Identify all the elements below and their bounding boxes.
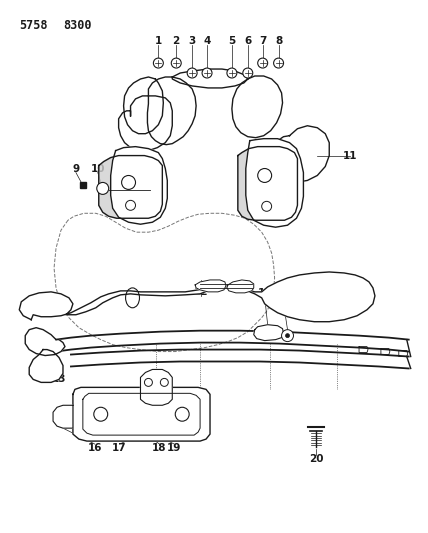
- Circle shape: [202, 68, 212, 78]
- Circle shape: [285, 334, 289, 337]
- Text: 5: 5: [228, 36, 235, 46]
- Circle shape: [187, 68, 197, 78]
- Circle shape: [258, 58, 268, 68]
- Circle shape: [227, 68, 237, 78]
- Polygon shape: [140, 369, 172, 405]
- Polygon shape: [246, 139, 303, 227]
- Text: 15: 15: [275, 288, 290, 298]
- Polygon shape: [53, 405, 73, 428]
- Text: 13: 13: [52, 374, 66, 384]
- Text: 10: 10: [90, 164, 105, 174]
- Polygon shape: [254, 325, 283, 341]
- Text: 20: 20: [309, 454, 324, 464]
- Polygon shape: [19, 272, 375, 322]
- Polygon shape: [227, 280, 254, 293]
- Text: 4: 4: [203, 36, 211, 46]
- Polygon shape: [111, 147, 167, 224]
- Polygon shape: [73, 387, 210, 441]
- Polygon shape: [195, 280, 226, 292]
- Polygon shape: [232, 76, 282, 138]
- Text: 12: 12: [194, 287, 208, 297]
- Text: 14: 14: [257, 288, 272, 298]
- Text: 6: 6: [244, 36, 251, 46]
- Text: 9: 9: [72, 164, 80, 174]
- Text: 5758: 5758: [19, 19, 48, 33]
- Polygon shape: [172, 69, 248, 88]
- Text: 18: 18: [152, 443, 166, 453]
- Text: 2: 2: [172, 36, 180, 46]
- Text: 3: 3: [188, 36, 196, 46]
- Polygon shape: [119, 96, 172, 151]
- Text: 7: 7: [259, 36, 266, 46]
- Polygon shape: [273, 126, 329, 182]
- Polygon shape: [238, 147, 297, 220]
- Text: 16: 16: [88, 443, 102, 453]
- Circle shape: [171, 58, 181, 68]
- Text: 8300: 8300: [63, 19, 92, 33]
- Polygon shape: [25, 328, 65, 356]
- Polygon shape: [29, 350, 63, 382]
- Polygon shape: [124, 77, 163, 134]
- Polygon shape: [99, 156, 162, 218]
- Circle shape: [273, 58, 283, 68]
- Circle shape: [97, 182, 109, 195]
- Text: 19: 19: [167, 443, 181, 453]
- Polygon shape: [147, 77, 196, 144]
- Text: 1: 1: [155, 36, 162, 46]
- Text: 11: 11: [343, 151, 357, 160]
- Circle shape: [243, 68, 253, 78]
- Text: 17: 17: [112, 443, 127, 453]
- Circle shape: [153, 58, 163, 68]
- Text: 8: 8: [275, 36, 282, 46]
- Circle shape: [282, 330, 294, 342]
